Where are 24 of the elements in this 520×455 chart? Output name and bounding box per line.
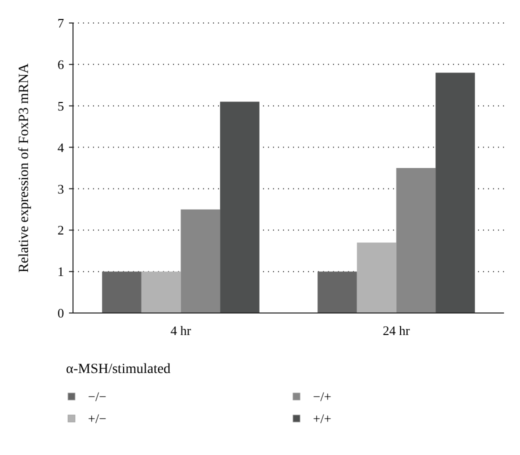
bar xyxy=(436,72,475,313)
bar xyxy=(180,209,220,313)
y-tick-label: 5 xyxy=(58,98,64,114)
legend-label: +/+ xyxy=(313,411,332,426)
y-tick-label: 1 xyxy=(58,264,64,280)
y-tick-label: 6 xyxy=(58,56,64,72)
x-tick-label: 24 hr xyxy=(382,323,410,338)
bar xyxy=(220,102,260,313)
y-tick-label: 3 xyxy=(58,181,64,196)
y-tick-label: 2 xyxy=(58,222,64,238)
x-tick-label: 4 hr xyxy=(170,323,192,338)
legend-title: α-MSH/stimulated xyxy=(66,362,171,377)
y-tick-label: 0 xyxy=(58,306,64,321)
y-axis-title: Relative expression of FoxP3 mRNA xyxy=(17,62,32,273)
legend-label: −/− xyxy=(88,389,106,404)
bar xyxy=(396,168,436,313)
bar xyxy=(102,272,142,313)
y-tick-label: 7 xyxy=(58,16,64,31)
y-tick-label: 4 xyxy=(58,140,64,155)
bar xyxy=(356,242,396,313)
bar xyxy=(318,272,357,313)
legend-label: −/+ xyxy=(313,389,332,404)
legend-label: +/− xyxy=(88,411,106,426)
bar xyxy=(141,272,181,313)
